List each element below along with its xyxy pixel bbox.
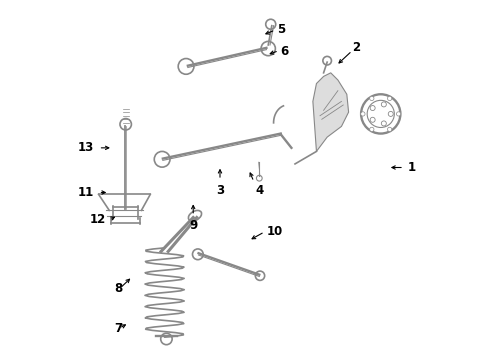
Polygon shape bbox=[313, 73, 348, 152]
Text: 12: 12 bbox=[90, 213, 106, 226]
Text: 3: 3 bbox=[216, 184, 224, 197]
Circle shape bbox=[381, 102, 386, 107]
Circle shape bbox=[370, 117, 375, 122]
Text: 8: 8 bbox=[115, 283, 123, 296]
Circle shape bbox=[388, 111, 393, 116]
Text: 6: 6 bbox=[281, 45, 289, 58]
Text: 9: 9 bbox=[189, 219, 197, 232]
Text: 2: 2 bbox=[352, 41, 360, 54]
Circle shape bbox=[396, 112, 401, 116]
Circle shape bbox=[369, 96, 374, 100]
Circle shape bbox=[256, 175, 262, 181]
Circle shape bbox=[370, 105, 375, 111]
Text: 10: 10 bbox=[267, 225, 283, 238]
Circle shape bbox=[381, 121, 386, 126]
Text: 7: 7 bbox=[115, 322, 122, 335]
Circle shape bbox=[369, 127, 374, 131]
Text: 11: 11 bbox=[78, 186, 94, 199]
Text: 13: 13 bbox=[78, 141, 94, 154]
Circle shape bbox=[361, 112, 365, 116]
Text: 5: 5 bbox=[277, 23, 285, 36]
Text: 1: 1 bbox=[408, 161, 416, 174]
Circle shape bbox=[388, 96, 392, 100]
Text: 4: 4 bbox=[256, 184, 264, 197]
Circle shape bbox=[388, 127, 392, 131]
